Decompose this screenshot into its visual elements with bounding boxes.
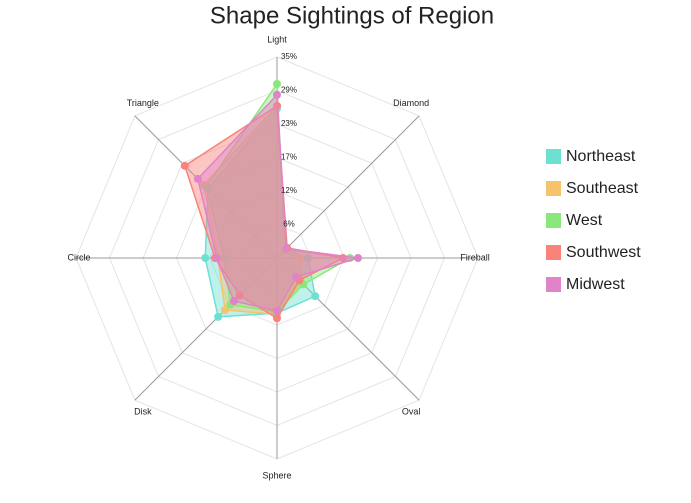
legend-swatch xyxy=(546,245,561,260)
r-tick-label: 12% xyxy=(281,186,297,195)
data-point xyxy=(273,79,281,88)
axis-label: Light xyxy=(267,34,287,44)
r-tick-label: 17% xyxy=(281,153,297,162)
data-point xyxy=(220,254,229,262)
r-tick-label: 29% xyxy=(281,86,297,95)
legend-swatch xyxy=(546,277,561,292)
data-point xyxy=(201,254,210,262)
r-tick-label: 23% xyxy=(281,119,297,128)
series xyxy=(193,90,362,315)
legend-label: Southwest xyxy=(566,244,641,261)
data-point xyxy=(214,312,223,321)
data-point xyxy=(273,306,281,315)
axis-label: Oval xyxy=(402,407,421,417)
legend-label: Northeast xyxy=(566,148,636,165)
data-point xyxy=(180,161,189,170)
data-point xyxy=(229,297,238,306)
data-point xyxy=(273,90,281,99)
axis-label: Disk xyxy=(134,407,152,417)
legend-swatch xyxy=(546,149,561,164)
data-point xyxy=(212,254,221,262)
legend-label: West xyxy=(566,212,603,229)
r-tick-label: 35% xyxy=(281,52,297,61)
data-point xyxy=(282,244,291,253)
data-point xyxy=(193,174,202,183)
axis-line xyxy=(276,115,420,259)
data-point xyxy=(273,314,281,323)
axis-label: Fireball xyxy=(460,252,490,262)
axis-line xyxy=(134,257,278,401)
r-tick-label: 6% xyxy=(283,220,295,229)
data-point xyxy=(353,254,362,262)
data-point xyxy=(295,254,304,262)
legend-label: Midwest xyxy=(566,276,625,293)
data-point xyxy=(201,182,210,191)
axis-label: Triangle xyxy=(127,98,159,108)
axis-label: Sphere xyxy=(262,470,291,480)
data-point xyxy=(304,254,313,262)
axis-label: Diamond xyxy=(393,98,429,108)
data-point xyxy=(311,292,320,301)
legend-swatch xyxy=(546,181,561,196)
legend-label: Southeast xyxy=(566,180,639,197)
legend-swatch xyxy=(546,213,561,228)
data-point xyxy=(221,305,230,314)
axis-label: Circle xyxy=(67,252,90,262)
chart-title: Shape Sightings of Region xyxy=(210,2,494,29)
data-point xyxy=(235,291,244,300)
data-point xyxy=(292,273,301,282)
